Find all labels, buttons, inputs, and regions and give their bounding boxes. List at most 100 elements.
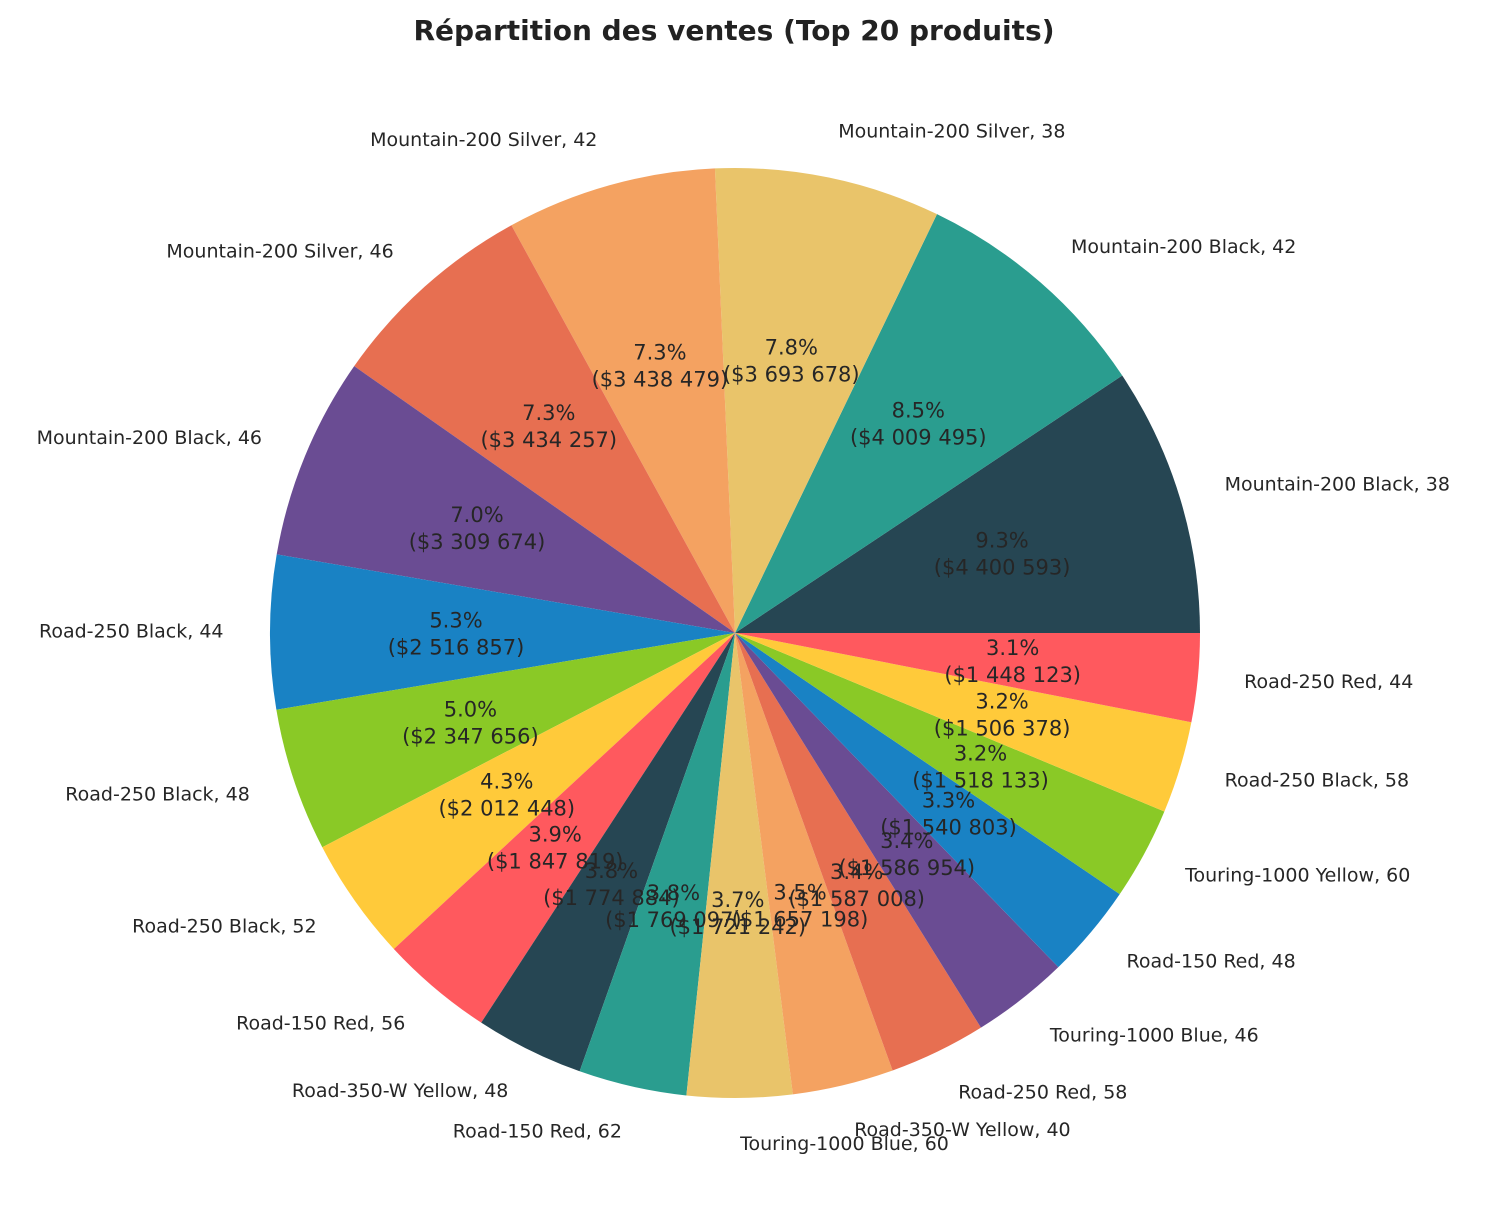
slice-label: Touring-1000 Blue, 46 (1049, 1025, 1259, 1047)
pie-slice (735, 375, 1200, 633)
slice-value: ($1 448 123) (944, 663, 1081, 687)
slice-value: ($2 012 448) (438, 797, 575, 821)
slice-percent: 3.5% (773, 880, 826, 904)
slice-value-label: 3.2% ($1 518 133) (912, 742, 1049, 793)
pie-slice (714, 167, 937, 633)
slice-percent: 7.3% (522, 401, 575, 425)
slice-value: ($4 400 593) (934, 555, 1071, 579)
slice-percent: 3.1% (986, 636, 1039, 660)
pie-slice (735, 633, 1200, 723)
pie-slice (276, 633, 735, 848)
slice-value-label: 3.7% ($1 721 242) (669, 888, 806, 939)
slice-percent: 5.0% (444, 697, 497, 721)
slice-value: ($3 434 257) (480, 428, 617, 452)
slice-percent: 3.2% (975, 690, 1028, 714)
slice-percent: 3.2% (954, 742, 1007, 766)
pie-outer-labels: Mountain-200 Black, 38 Mountain-200 Black… (37, 121, 1450, 1156)
slice-value-label: 5.0% ($2 347 656) (402, 697, 539, 748)
slice-label: Touring-1000 Yellow, 60 (1184, 865, 1410, 887)
slice-value: ($2 347 656) (402, 724, 539, 748)
slice-percent: 3.9% (529, 822, 582, 846)
slice-value-label: 3.9% ($1 847 819) (487, 822, 624, 873)
slice-label: Mountain-200 Black, 46 (37, 427, 262, 449)
slice-value-label: 3.1% ($1 448 123) (944, 636, 1081, 687)
slice-label: Road-350-W Yellow, 40 (854, 1119, 1070, 1141)
slice-value-label: 5.3% ($2 516 857) (388, 608, 525, 659)
slice-value-label: 9.3% ($4 400 593) (934, 528, 1071, 579)
pie-slice (579, 633, 735, 1096)
pie-slice (354, 225, 735, 634)
slice-value-label: 7.8% ($3 693 678) (723, 336, 860, 387)
chart-title: Répartition des ventes (Top 20 produits) (413, 14, 1054, 47)
slice-value: ($3 693 678) (723, 363, 860, 387)
pie-slice (735, 633, 1165, 895)
slice-percent: 7.3% (633, 340, 686, 364)
slice-value-label: 7.3% ($3 434 257) (480, 401, 617, 452)
slice-value: ($1 540 803) (880, 816, 1017, 840)
slice-label: Road-250 Black, 58 (1225, 770, 1410, 792)
pie-slices (270, 167, 1200, 1099)
pie-slice (393, 633, 735, 1023)
pie-slice (735, 214, 1123, 634)
slice-value-label: 3.8% ($1 774 884) (543, 859, 680, 910)
pie-slice (322, 633, 735, 949)
slice-value: ($1 506 378) (934, 717, 1071, 741)
slice-percent: 3.8% (585, 859, 638, 883)
slice-label: Road-250 Red, 44 (1244, 671, 1413, 693)
slice-value-label: 3.3% ($1 540 803) (880, 789, 1017, 840)
slice-value-label: 3.4% ($1 586 954) (838, 829, 975, 880)
slice-percent: 3.8% (647, 881, 700, 905)
slice-value: ($1 587 008) (788, 887, 925, 911)
slice-label: Road-250 Black, 48 (65, 784, 250, 806)
slice-value-label: 3.8% ($1 769 097) (605, 881, 742, 932)
slice-value-label: 3.5% ($1 657 198) (732, 880, 869, 931)
slice-value: ($3 309 674) (409, 530, 546, 554)
slice-label: Touring-1000 Blue, 60 (739, 1133, 949, 1155)
pie-slice (270, 554, 735, 710)
slice-percent: 5.3% (429, 608, 482, 632)
slice-value: ($2 516 857) (388, 635, 525, 659)
slice-label: Mountain-200 Silver, 46 (166, 241, 393, 263)
slice-label: Mountain-200 Black, 42 (1071, 236, 1296, 258)
slice-percent: 9.3% (975, 528, 1028, 552)
slice-value-label: 7.0% ($3 309 674) (409, 503, 546, 554)
slice-percent: 8.5% (892, 399, 945, 423)
pie-slice (735, 633, 893, 1095)
slice-label: Road-150 Red, 48 (1127, 951, 1296, 973)
slice-label: Mountain-200 Black, 38 (1225, 474, 1450, 496)
slice-label: Road-150 Red, 56 (236, 1013, 405, 1035)
pie-slice (735, 633, 1059, 1028)
slice-label: Mountain-200 Silver, 38 (838, 121, 1065, 143)
pie-slice (276, 366, 735, 633)
slice-value-label: 4.3% ($2 012 448) (438, 770, 575, 821)
slice-label: Road-250 Black, 52 (132, 916, 317, 938)
slice-percent: 3.4% (880, 829, 933, 853)
pie-slice (686, 633, 793, 1099)
pie-slice (735, 633, 1192, 812)
slice-value: ($1 518 133) (912, 769, 1049, 793)
slice-value-label: 3.4% ($1 587 008) (788, 860, 925, 911)
slice-label: Mountain-200 Silver, 42 (370, 129, 597, 151)
slice-value: ($1 721 242) (669, 915, 806, 939)
slice-value-label: 8.5% ($4 009 495) (850, 399, 987, 450)
pie-slice (481, 633, 735, 1072)
slice-percent: 3.7% (711, 888, 764, 912)
slice-value: ($4 009 495) (850, 426, 987, 450)
slice-value-label: 3.2% ($1 506 378) (934, 690, 1071, 741)
slice-percent: 3.4% (830, 860, 883, 884)
slice-value: ($1 774 884) (543, 886, 680, 910)
slice-label: Road-350-W Yellow, 48 (292, 1080, 508, 1102)
slice-percent: 4.3% (480, 770, 533, 794)
slice-label: Road-250 Red, 58 (958, 1082, 1127, 1104)
pie-slice (735, 633, 1120, 968)
slice-percent: 3.3% (922, 789, 975, 813)
slice-percent: 7.0% (450, 503, 503, 527)
slice-value: ($3 438 479) (592, 367, 729, 391)
slice-label: Road-250 Black, 44 (39, 620, 224, 642)
slice-value-label: 7.3% ($3 438 479) (592, 340, 729, 391)
slice-value: ($1 847 819) (487, 849, 624, 873)
pie-inner-labels: 9.3% ($4 400 593) 8.5% ($4 009 495) 7.8% ($3 … (388, 336, 1081, 939)
slice-percent: 7.8% (765, 336, 818, 360)
pie-slice (735, 633, 981, 1071)
